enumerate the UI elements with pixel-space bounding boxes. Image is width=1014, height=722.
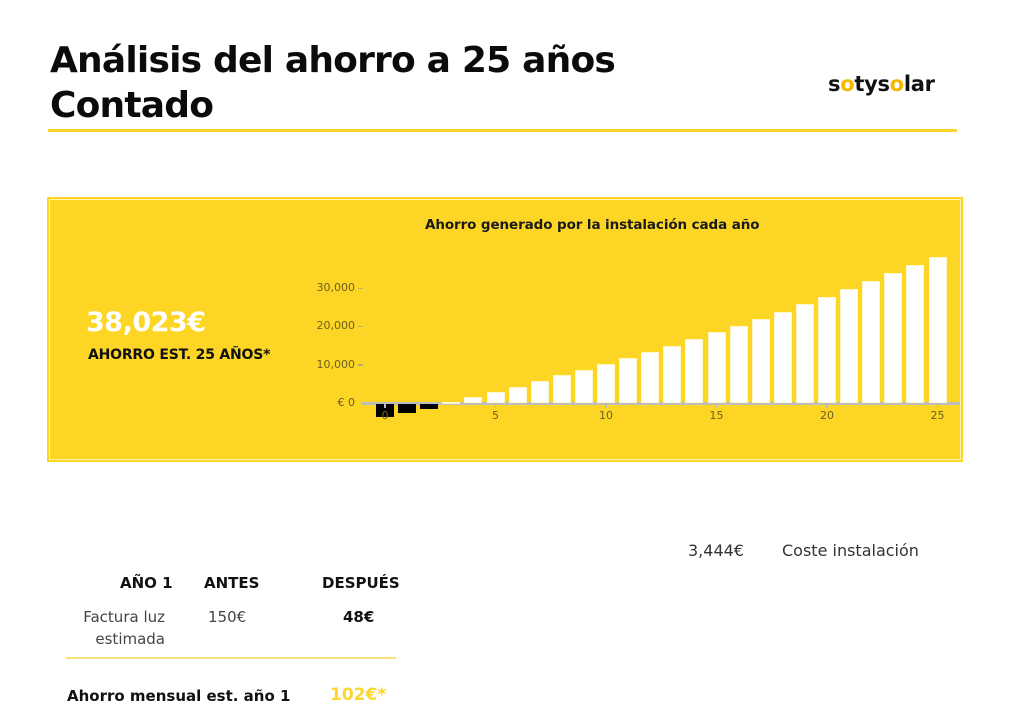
row-label-line2: estimada xyxy=(95,630,165,648)
bar-year-11 xyxy=(619,358,638,403)
y-tick-label: € 0 xyxy=(337,396,356,409)
bar-year-9 xyxy=(574,370,593,403)
col-header-before: ANTES xyxy=(204,574,260,592)
installation-cost-value: 3,444€ xyxy=(688,541,744,560)
bar-year-13 xyxy=(663,345,682,403)
bar-year-19 xyxy=(795,304,814,403)
x-tick-label: 10 xyxy=(599,409,613,422)
x-tick-mark xyxy=(936,404,939,408)
sotysolar-logo: sotysolar xyxy=(828,72,935,96)
bar-year-2 xyxy=(420,404,439,409)
bar-year-15 xyxy=(707,332,726,403)
col-header-after: DESPUÉS xyxy=(322,574,400,592)
bar-year-18 xyxy=(773,311,792,403)
x-axis-line xyxy=(362,402,960,405)
logo-part: tys xyxy=(854,72,890,96)
bar-year-3 xyxy=(442,402,461,404)
bar-year-25 xyxy=(928,257,947,403)
x-tick-mark xyxy=(605,404,607,408)
logo-part: s xyxy=(828,72,841,96)
chart-title: Ahorro generado por la instalación cada … xyxy=(425,217,760,233)
y-tick-label: 30,000 xyxy=(316,281,356,295)
x-tick-label: 5 xyxy=(492,409,499,422)
table-divider xyxy=(66,657,396,659)
bar-year-10 xyxy=(597,363,615,403)
bar-year-8 xyxy=(552,375,571,403)
annual-savings-bar-chart: € 0 10,000 20,000 30,000 0 5 10 15 20 25 xyxy=(47,197,963,462)
page-title: Análisis del ahorro a 25 años Contado xyxy=(50,38,616,128)
bar-year-24 xyxy=(906,265,925,403)
installation-cost-label: Coste instalación xyxy=(782,541,919,560)
bar-year-23 xyxy=(884,273,903,403)
panel-inner-border xyxy=(49,199,961,460)
y-tick-mark xyxy=(358,287,363,290)
y-tick-label: 10,000 xyxy=(316,357,356,371)
total-savings-label: AHORRO EST. 25 AÑOS* xyxy=(88,347,271,363)
savings-panel: 38,023€ AHORRO EST. 25 AÑOS* Ahorro gene… xyxy=(47,197,963,462)
x-tick-mark xyxy=(715,404,718,408)
bar-year-12 xyxy=(641,352,660,403)
bar-year-20 xyxy=(818,296,836,403)
x-tick-label: 25 xyxy=(930,409,945,422)
x-tick-mark xyxy=(826,404,828,408)
bar-year-5 xyxy=(486,391,505,403)
x-tick-mark xyxy=(384,404,386,408)
x-tick-label: 15 xyxy=(709,409,724,422)
x-tick-mark xyxy=(494,404,497,408)
x-tick-label: 20 xyxy=(820,409,834,422)
row-label-bill: Factura luz estimada xyxy=(60,606,165,650)
bar-year-21 xyxy=(840,288,859,403)
y-tick-mark xyxy=(358,364,363,366)
total-savings-value: 38,023€ xyxy=(86,307,206,338)
monthly-saving-value: 102€* xyxy=(330,685,387,705)
logo-sun-o-icon: o xyxy=(840,72,855,96)
bar-year-14 xyxy=(685,339,704,403)
header-divider xyxy=(48,129,957,132)
logo-part: lar xyxy=(903,72,935,96)
bar-year-16 xyxy=(729,326,748,403)
row-label-line1: Factura luz xyxy=(83,608,165,626)
bill-before-value: 150€ xyxy=(208,608,247,626)
y-tick-label: 20,000 xyxy=(316,319,356,333)
bar-year-6 xyxy=(508,386,527,403)
col-header-year: AÑO 1 xyxy=(120,574,173,592)
bar-year-4 xyxy=(464,396,483,403)
bar-year-0 xyxy=(376,404,394,418)
bar-year-7 xyxy=(530,381,549,403)
bar-year-17 xyxy=(751,319,770,403)
page-title-line1: Análisis del ahorro a 25 años xyxy=(50,40,616,81)
bill-after-value: 48€ xyxy=(343,608,375,626)
page-title-line2: Contado xyxy=(50,85,214,126)
y-tick-mark xyxy=(358,325,363,328)
bar-year-1 xyxy=(398,404,417,414)
monthly-saving-label: Ahorro mensual est. año 1 xyxy=(67,687,291,705)
logo-sun-o-icon: o xyxy=(889,72,904,96)
bar-year-22 xyxy=(862,281,881,403)
x-tick-label: 0 xyxy=(381,409,389,422)
